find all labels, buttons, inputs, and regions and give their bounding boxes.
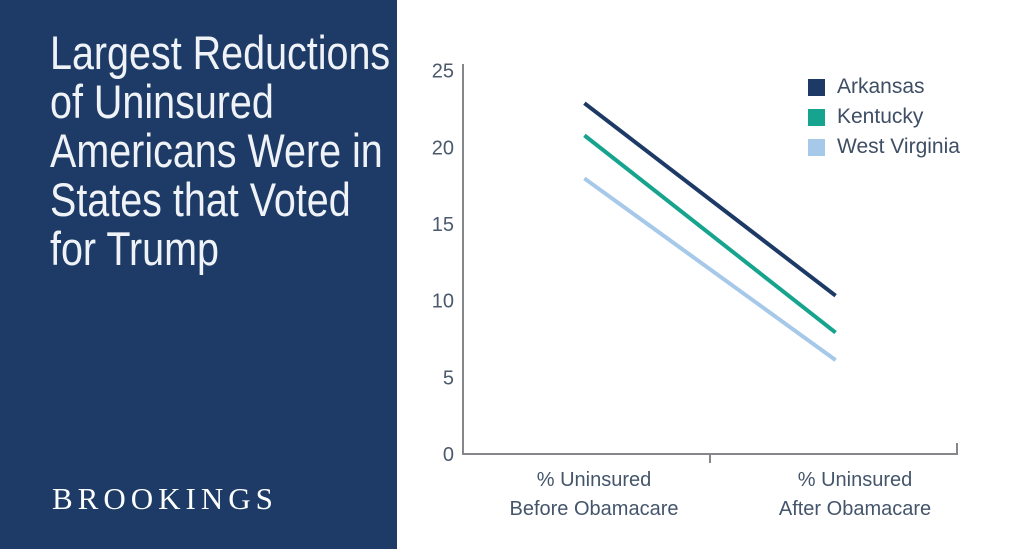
legend-label-arkansas: Arkansas <box>837 75 925 98</box>
series-line-west-virginia <box>583 176 837 362</box>
legend-item-arkansas: Arkansas <box>808 72 960 102</box>
series-line-kentucky <box>583 133 837 335</box>
y-tick-label-15: 15 <box>432 214 454 236</box>
brookings-logo: BROOKINGS <box>52 481 278 516</box>
y-tick-label-10: 10 <box>432 291 454 313</box>
x-axis-label-after-line2: After Obamacare <box>778 498 932 520</box>
x-axis-label-before: % Uninsured Before Obamacare <box>510 466 679 524</box>
legend-swatch-west-virginia <box>808 138 825 156</box>
legend-label-west-virginia: West Virginia <box>837 135 960 158</box>
series-line-arkansas <box>583 101 837 298</box>
title-panel: Largest Reductions of Uninsured American… <box>0 0 397 549</box>
x-axis-label-after: % Uninsured After Obamacare <box>779 466 931 524</box>
y-tick-label-0: 0 <box>443 444 454 466</box>
chart-area: 0 5 10 15 20 25 Arkansas Kentucky West Virgin… <box>397 0 1024 549</box>
x-axis-label-before-line2: Before Obamacare <box>509 498 679 520</box>
legend-item-west-virginia: West Virginia <box>808 132 960 162</box>
legend-swatch-arkansas <box>808 78 825 96</box>
plot-canvas: 0 5 10 15 20 25 <box>432 61 958 466</box>
legend-swatch-kentucky <box>808 108 825 126</box>
y-tick-label-25: 25 <box>432 61 454 83</box>
x-axis-label-before-line1: % Uninsured <box>536 469 652 491</box>
legend: Arkansas Kentucky West Virginia <box>808 72 960 162</box>
x-axis-label-after-line1: % Uninsured <box>797 469 913 491</box>
y-tick-label-20: 20 <box>432 137 454 159</box>
y-tick-label-5: 5 <box>443 367 454 389</box>
page-title: Largest Reductions of Uninsured American… <box>50 26 391 275</box>
legend-label-kentucky: Kentucky <box>837 105 924 128</box>
legend-item-kentucky: Kentucky <box>808 102 960 132</box>
